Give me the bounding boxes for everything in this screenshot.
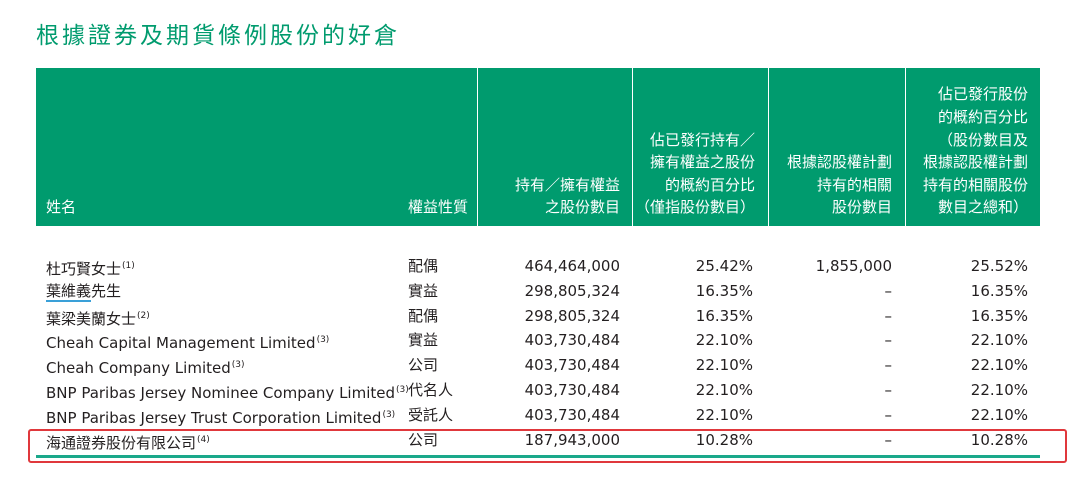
row-held: 403,730,484 — [524, 405, 620, 424]
footnote-ref: (3) — [316, 335, 330, 346]
row-percentage: 16.35% — [695, 281, 753, 300]
row-name: 海通證券股份有限公司(4) — [46, 433, 210, 452]
row-nature: 實益 — [408, 281, 439, 300]
row-nature: 受託人 — [408, 405, 454, 424]
table-row: BNP Paribas Jersey Trust Corporation Lim… — [36, 403, 1040, 428]
header-nature: 權益性質 — [408, 198, 469, 217]
table-row: 杜巧賢女士(1) 配偶 464,464,000 25.42% 1,855,000… — [36, 254, 1040, 279]
header-name: 姓名 — [46, 198, 77, 217]
header-separator — [905, 68, 906, 226]
row-option-shares: 1,855,000 — [815, 257, 892, 275]
row-held: 464,464,000 — [524, 257, 620, 275]
header-separator — [477, 68, 478, 226]
row-percentage: 16.35% — [695, 306, 753, 325]
row-percentage: 22.10% — [695, 380, 753, 399]
row-nature: 實益 — [408, 331, 439, 350]
header-held: 持有／擁有權益 之股份數目 — [514, 175, 620, 217]
row-total-percentage: 22.10% — [970, 380, 1028, 399]
row-total-percentage: 25.52% — [970, 257, 1028, 275]
row-option-shares: – — [884, 405, 893, 424]
row-name: 葉梁美蘭女士(2) — [46, 309, 150, 328]
table-row: Cheah Capital Management Limited(3) 實益 4… — [36, 328, 1040, 353]
table-row-highlighted: 海通證券股份有限公司(4) 公司 187,943,000 10.28% – 10… — [36, 428, 1040, 453]
header-separator — [632, 68, 633, 226]
row-name: Cheah Capital Management Limited(3) — [46, 334, 330, 353]
row-nature: 代名人 — [408, 380, 454, 399]
row-name: 葉維義先生 — [46, 281, 122, 302]
header-option-shares: 根據認股權計劃 持有的相關 股份數目 — [786, 153, 892, 217]
row-option-shares: – — [884, 430, 893, 449]
row-percentage: 22.10% — [695, 405, 753, 424]
row-total-percentage: 16.35% — [970, 281, 1028, 300]
row-name: 杜巧賢女士(1) — [46, 260, 135, 278]
footnote-ref: (4) — [197, 434, 210, 445]
row-held: 187,943,000 — [524, 430, 620, 449]
row-option-shares: – — [884, 331, 893, 350]
underlined-name: 葉維義 — [46, 281, 92, 302]
header-percentage: 佔已發行持有／ 擁有權益之股份 的概約百分比 （僅指股份數目） — [634, 130, 755, 217]
footnote-ref: (3) — [396, 384, 409, 395]
highlight-annotation-box — [28, 429, 1067, 463]
table-body: 杜巧賢女士(1) 配偶 464,464,000 25.42% 1,855,000… — [36, 254, 1040, 452]
row-name: BNP Paribas Jersey Nominee Company Limit… — [46, 383, 409, 402]
row-total-percentage: 10.28% — [970, 430, 1028, 449]
table-row: 葉梁美蘭女士(2) 配偶 298,805,324 16.35% – 16.35% — [36, 304, 1040, 329]
row-name: Cheah Company Limited(3) — [46, 359, 245, 378]
row-total-percentage: 22.10% — [970, 356, 1028, 375]
row-nature: 配偶 — [408, 257, 439, 275]
row-name: BNP Paribas Jersey Trust Corporation Lim… — [46, 408, 396, 427]
table-row: 葉維義先生 實益 298,805,324 16.35% – 16.35% — [36, 279, 1040, 304]
header-separator — [768, 68, 769, 226]
row-percentage: 25.42% — [695, 257, 753, 275]
footnote-ref: (2) — [137, 310, 150, 321]
row-total-percentage: 22.10% — [970, 405, 1028, 424]
page-title: 根據證券及期貨條例股份的好倉 — [36, 23, 400, 49]
row-percentage: 22.10% — [695, 356, 753, 375]
row-nature: 公司 — [408, 356, 439, 375]
footnote-ref: (3) — [382, 409, 396, 420]
row-option-shares: – — [884, 380, 893, 399]
table-row: BNP Paribas Jersey Nominee Company Limit… — [36, 378, 1040, 403]
header-total-percentage: 佔已發行股份 的概約百分比 （股份數目及 根據認股權計劃 持有的相關股份 數目之… — [922, 85, 1028, 217]
row-total-percentage: 16.35% — [970, 306, 1028, 325]
row-percentage: 22.10% — [695, 331, 753, 350]
row-option-shares: – — [884, 306, 893, 325]
row-held: 298,805,324 — [524, 306, 620, 325]
row-option-shares: – — [884, 356, 893, 375]
row-percentage: 10.28% — [695, 430, 753, 449]
row-held: 403,730,484 — [524, 380, 620, 399]
row-total-percentage: 22.10% — [970, 331, 1028, 350]
footnote-ref: (3) — [231, 360, 245, 371]
row-held: 298,805,324 — [524, 281, 620, 300]
table-row: Cheah Company Limited(3) 公司 403,730,484 … — [36, 353, 1040, 378]
row-nature: 公司 — [408, 430, 439, 449]
table-header: 姓名 權益性質 持有／擁有權益 之股份數目 佔已發行持有／ 擁有權益之股份 的概… — [36, 68, 1040, 226]
underline-annotation — [36, 455, 1040, 458]
footnote-ref: (1) — [122, 261, 135, 271]
row-nature: 配偶 — [408, 306, 439, 325]
row-held: 403,730,484 — [524, 331, 620, 350]
row-held: 403,730,484 — [524, 356, 620, 375]
row-option-shares: – — [884, 281, 893, 300]
